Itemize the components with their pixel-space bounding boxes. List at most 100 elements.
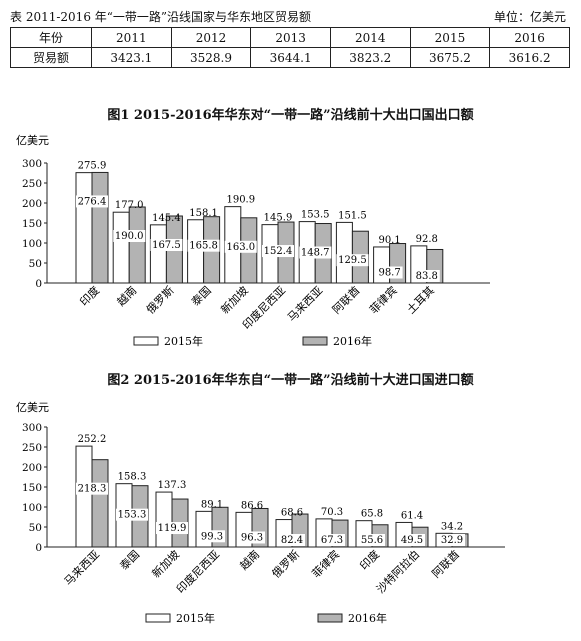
y-tick-label: 300 [22, 422, 42, 434]
chart2-title: 图2 2015-2016年华东自“一带一路”沿线前十大进口国进口额 [107, 373, 474, 388]
category-label: 越南 [114, 283, 139, 308]
import-chart: 亿美元 0 50 100 150 200 250 300 252.2 218.3 马来西亚 158.3… [16, 401, 505, 625]
y-tick-label: 250 [22, 442, 42, 454]
year-cell: 2012 [170, 27, 252, 48]
category-label: 菲律宾 [366, 283, 399, 316]
legend-swatch-2015 [145, 613, 171, 623]
category-label: 俄罗斯 [144, 284, 177, 317]
legend-swatch-2016 [317, 613, 343, 623]
y-tick-label: 50 [29, 258, 42, 270]
value-label-2016: 55.6 [361, 535, 383, 546]
value-label-2016: 129.5 [338, 255, 367, 266]
value-label-bg [156, 522, 188, 535]
legend-label-2015: 2015年 [164, 334, 203, 348]
value-label-2015: 34.2 [441, 521, 463, 532]
y-tick-label: 150 [22, 218, 42, 230]
value-label-bg [76, 482, 108, 495]
value-label-2015: 68.6 [281, 508, 303, 519]
value-label-2016: 119.9 [158, 523, 187, 534]
bar-2015 [75, 172, 93, 284]
category-label: 泰国 [117, 547, 142, 572]
table-row: 贸易额 3423.1 3528.9 3644.1 3823.2 3675.2 3… [10, 47, 570, 68]
value-label-2015: 158.3 [118, 472, 147, 483]
y-tick-label: 200 [22, 198, 42, 210]
value-label-2015: 158.1 [189, 208, 218, 219]
y-tick-label: 300 [22, 158, 42, 170]
value-label-2015: 137.3 [158, 480, 187, 491]
value-label-2016: 165.8 [189, 241, 218, 252]
year-cell: 2013 [250, 27, 331, 48]
value-label-bg [376, 266, 403, 279]
value-label-2016: 96.3 [241, 532, 263, 543]
value-label-2015: 190.9 [226, 195, 255, 206]
value-label-bg [116, 508, 148, 521]
value-cell: 3675.2 [409, 47, 491, 68]
trade-table: 年份 2011 2012 2013 2014 2015 2016 贸易额 342… [10, 27, 570, 68]
value-cell: 3423.1 [91, 47, 172, 68]
value-cell: 3644.1 [250, 47, 331, 68]
value-label-2016: 148.7 [301, 248, 330, 259]
category-label: 新加坡 [218, 283, 251, 316]
y-tick-label: 50 [29, 522, 42, 534]
legend-swatch-2015 [133, 336, 159, 346]
value-label-bg [439, 534, 465, 546]
value-label-2015: 89.1 [201, 499, 223, 510]
value-label-2016: 32.9 [441, 535, 463, 546]
y-tick-label: 250 [22, 178, 42, 190]
value-label-bg [336, 254, 369, 267]
year-cell: 2011 [91, 27, 172, 48]
category-label: 阿联酋 [329, 283, 362, 316]
value-cell: 3823.2 [329, 47, 411, 68]
export-chart: 亿美元 0 50 100 150 200 250 300 275.9 276.4 印度 177.0 19… [16, 134, 490, 348]
category-label: 马来西亚 [62, 548, 102, 588]
value-label-2016: 163.0 [226, 242, 255, 253]
value-label-2015: 275.9 [78, 161, 107, 172]
value-label-2016: 218.3 [78, 484, 107, 495]
value-label-bg [413, 270, 440, 282]
bar-2015 [149, 224, 167, 284]
value-label-2016: 49.5 [401, 535, 423, 546]
category-label: 印度 [357, 547, 382, 572]
value-label-bg [262, 245, 294, 258]
y-tick-label: 100 [22, 238, 42, 250]
value-label-2015: 252.2 [78, 434, 107, 445]
value-label-2016: 276.4 [78, 196, 107, 207]
legend-swatch-2016 [302, 336, 328, 346]
value-label-2015: 86.6 [241, 500, 263, 511]
bar-2015 [155, 491, 173, 548]
value-label-bg [113, 230, 146, 242]
value-label-2015: 151.5 [338, 210, 367, 221]
category-label: 沙特阿拉伯 [373, 547, 422, 596]
bar-2016 [128, 206, 146, 284]
value-label-2016: 67.3 [321, 535, 343, 546]
value-label-bg [239, 531, 265, 544]
category-label: 印度 [77, 283, 102, 308]
table-row: 年份 2011 2012 2013 2014 2015 2016 [10, 27, 570, 48]
value-label-bg [359, 534, 385, 546]
table-title: 表 2011-2016 年“一带一路”沿线国家与华东地区贸易额 [10, 10, 312, 24]
value-label-2016: 98.7 [378, 268, 400, 279]
value-label-bg [187, 239, 220, 252]
category-label: 土耳其 [404, 284, 437, 317]
value-label-2015: 90.1 [378, 235, 400, 246]
value-label-bg [199, 530, 225, 543]
y-tick-label: 0 [35, 542, 42, 554]
value-label-bg [319, 534, 345, 546]
row-label-year: 年份 [10, 27, 92, 48]
value-label-2015: 65.8 [361, 509, 383, 520]
category-label: 阿联酋 [429, 547, 462, 580]
value-label-2016: 153.3 [118, 510, 147, 521]
bar-2016 [91, 459, 109, 548]
value-label-bg [299, 246, 332, 259]
value-label-bg [76, 195, 108, 208]
y-tick-label: 100 [22, 502, 42, 514]
value-label-bg [224, 240, 257, 253]
value-cell: 3616.2 [489, 47, 570, 68]
category-label: 菲律宾 [309, 547, 342, 580]
value-label-2015: 61.4 [401, 510, 423, 521]
value-label-2015: 153.5 [301, 210, 330, 221]
table-caption-row: 表 2011-2016 年“一带一路”沿线国家与华东地区贸易额 单位：亿美元 [10, 6, 570, 26]
y-axis-label: 亿美元 [16, 401, 49, 414]
category-label: 俄罗斯 [270, 548, 303, 581]
table-unit: 单位：亿美元 [493, 10, 566, 24]
